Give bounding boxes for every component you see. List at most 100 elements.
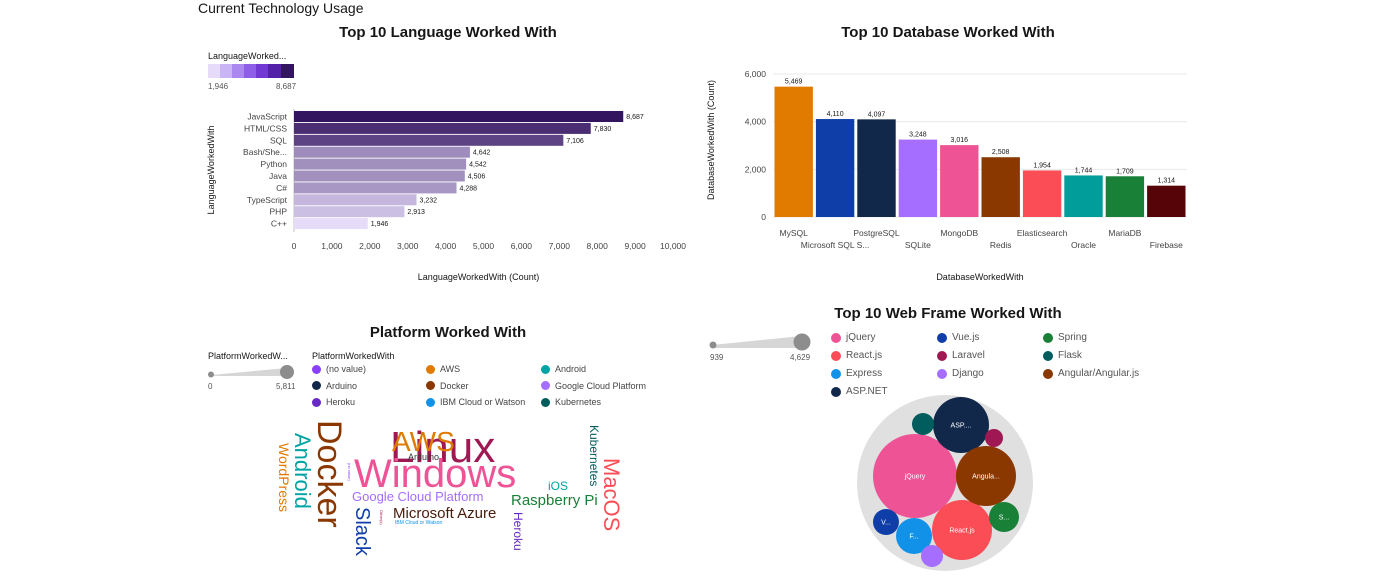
legend-label: Laravel bbox=[952, 350, 985, 361]
legend-label: Heroku bbox=[326, 397, 356, 407]
bubble-react-js[interactable] bbox=[932, 500, 992, 560]
bar-microsoft-sql-s[interactable] bbox=[815, 119, 855, 217]
platform-word-cloud: Linux Windows AWS Docker Android WordPre… bbox=[270, 415, 640, 575]
web-legend-item[interactable]: Laravel bbox=[937, 350, 985, 361]
word-ios: iOS bbox=[548, 479, 568, 493]
legend-label: Android bbox=[555, 364, 587, 374]
bar-typescript[interactable] bbox=[294, 194, 417, 206]
platform-legend-item[interactable]: Arduino bbox=[312, 381, 357, 391]
bar-firebase[interactable] bbox=[1147, 185, 1186, 217]
legend-label: jQuery bbox=[846, 332, 876, 343]
legend-label: Kubernetes bbox=[555, 397, 602, 407]
bar-oracle[interactable] bbox=[1064, 175, 1103, 217]
platform-legend-item[interactable]: IBM Cloud or Watson bbox=[426, 397, 525, 407]
bubble-asp-net[interactable] bbox=[933, 397, 989, 453]
x-axis-label: DatabaseWorkedWith bbox=[936, 272, 1023, 282]
legend-swatch bbox=[541, 364, 550, 374]
bar-python[interactable] bbox=[294, 158, 467, 170]
value-label: 8,687 bbox=[626, 114, 644, 121]
bubble-angular-angular-js[interactable] bbox=[956, 446, 1016, 506]
bar-c[interactable] bbox=[294, 182, 457, 194]
bubble-django[interactable] bbox=[921, 545, 943, 567]
bubble-label: F... bbox=[909, 534, 918, 541]
legend-label: Express bbox=[846, 368, 883, 379]
category-label: C++ bbox=[271, 219, 287, 229]
bar-postgresql[interactable] bbox=[857, 119, 896, 217]
x-tick-label: 7,000 bbox=[549, 241, 571, 251]
bar-mysql[interactable] bbox=[774, 86, 813, 217]
platform-legend-item[interactable]: AWS bbox=[426, 364, 460, 374]
legend-swatch bbox=[1043, 350, 1053, 361]
bar-mariadb[interactable] bbox=[1105, 176, 1145, 217]
legend-swatch bbox=[426, 381, 435, 390]
category-label: C# bbox=[276, 183, 287, 193]
value-label: 7,830 bbox=[594, 126, 612, 133]
legend-label: IBM Cloud or Watson bbox=[440, 397, 526, 407]
bar-bash-she[interactable] bbox=[294, 146, 470, 158]
web-legend-item[interactable]: ASP.NET bbox=[831, 386, 888, 397]
web-legend-item[interactable]: Angular/Angular.js bbox=[1043, 368, 1139, 379]
legend-swatch bbox=[1043, 332, 1053, 343]
x-tick-label: 1,000 bbox=[321, 241, 343, 251]
web-legend-item[interactable]: Express bbox=[831, 368, 882, 379]
web-size-slider[interactable] bbox=[708, 333, 812, 351]
platform-legend-item[interactable]: (no value) bbox=[312, 364, 366, 374]
language-legend-max: 8,687 bbox=[276, 82, 297, 91]
category-label: JavaScript bbox=[247, 112, 287, 122]
language-chart-title: Top 10 Language Worked With bbox=[339, 24, 557, 41]
bar-java[interactable] bbox=[294, 170, 465, 182]
web-legend-item[interactable]: React.js bbox=[831, 350, 882, 361]
value-label: 1,709 bbox=[1116, 168, 1134, 175]
bar-redis[interactable] bbox=[981, 157, 1020, 217]
web-legend-item[interactable]: Flask bbox=[1043, 350, 1082, 361]
category-label: Oracle bbox=[1071, 240, 1096, 250]
web-legend-item[interactable]: Django bbox=[937, 368, 984, 379]
value-label: 1,744 bbox=[1075, 167, 1093, 174]
bubble-express[interactable] bbox=[896, 518, 932, 554]
platform-chart-title: Platform Worked With bbox=[369, 324, 527, 341]
bar-php[interactable] bbox=[294, 206, 405, 218]
bar-javascript[interactable] bbox=[294, 111, 624, 122]
value-label: 4,642 bbox=[473, 150, 491, 157]
word-arduino: Arduino bbox=[408, 452, 439, 462]
legend-label: AWS bbox=[440, 364, 461, 374]
bubble-jquery[interactable] bbox=[873, 434, 957, 518]
platform-size-slider[interactable] bbox=[208, 365, 294, 379]
category-label: PostgreSQL bbox=[853, 228, 900, 238]
bubble-spring[interactable] bbox=[989, 502, 1019, 532]
word-ibm-cloud: IBM Cloud or Watson bbox=[395, 520, 443, 526]
platform-legend-item[interactable]: Heroku bbox=[312, 397, 355, 407]
legend-swatch bbox=[541, 397, 550, 407]
word-windows: Windows bbox=[354, 452, 516, 496]
bubble-laravel[interactable] bbox=[985, 429, 1003, 447]
word-others: Other(s) bbox=[379, 510, 384, 525]
category-label: Java bbox=[269, 171, 287, 181]
platform-legend-item[interactable]: Kubernetes bbox=[541, 397, 601, 407]
bubble-vue-js[interactable] bbox=[873, 509, 899, 535]
bar-sql[interactable] bbox=[294, 134, 564, 146]
bubble-label: S... bbox=[999, 515, 1010, 522]
bar-html-css[interactable] bbox=[294, 122, 591, 134]
web-legend-item[interactable]: jQuery bbox=[831, 332, 875, 343]
bar-sqlite[interactable] bbox=[898, 139, 938, 217]
platform-legend-item[interactable]: Docker bbox=[426, 381, 469, 391]
legend-swatch bbox=[831, 332, 841, 343]
page-title: Current Technology Usage bbox=[198, 0, 364, 16]
category-label: Elasticsearch bbox=[1017, 228, 1068, 238]
web-legend-item[interactable]: Spring bbox=[1043, 332, 1087, 343]
bar-mongodb[interactable] bbox=[940, 145, 979, 217]
language-color-scale-svg bbox=[208, 64, 294, 78]
legend-swatch bbox=[831, 386, 841, 397]
web-legend-item[interactable]: Vue.js bbox=[937, 332, 979, 343]
word-linux: Linux bbox=[390, 423, 495, 472]
x-tick-label: 10,000 bbox=[660, 241, 686, 251]
platform-slider-min: 0 bbox=[208, 382, 213, 391]
value-label: 2,508 bbox=[992, 149, 1010, 156]
platform-legend-item[interactable]: Android bbox=[541, 364, 586, 374]
platform-legend-item[interactable]: Google Cloud Platform bbox=[541, 381, 646, 391]
bar-c[interactable] bbox=[294, 218, 368, 230]
language-legend-min: 1,946 bbox=[208, 82, 229, 91]
bubble-flask[interactable] bbox=[912, 413, 934, 435]
database-chart-title: Top 10 Database Worked With bbox=[841, 24, 1055, 41]
bar-elasticsearch[interactable] bbox=[1022, 170, 1062, 217]
